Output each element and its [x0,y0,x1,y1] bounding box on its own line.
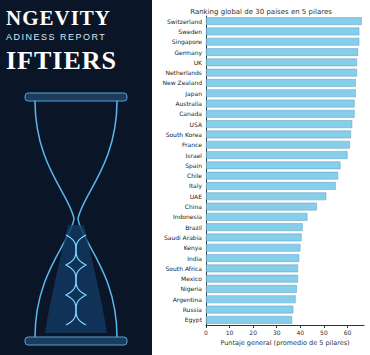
svg-text:New Zealand: New Zealand [163,79,203,86]
svg-text:Italy: Italy [189,182,202,190]
svg-text:0: 0 [204,329,208,336]
svg-text:60: 60 [344,329,352,336]
svg-text:Singapore: Singapore [172,38,203,46]
svg-text:South Africa: South Africa [166,265,203,272]
svg-text:Japan: Japan [184,90,202,98]
html-text:NGEVITY: NGEVITY [6,6,111,30]
svg-text:South Korea: South Korea [166,131,203,138]
svg-text:Indonesia: Indonesia [173,213,202,220]
svg-text:China: China [185,203,202,210]
svg-text:40: 40 [297,329,305,336]
svg-text:Saudi Arabia: Saudi Arabia [164,234,202,241]
svg-text:Australia: Australia [175,100,202,107]
svg-text:Germany: Germany [174,49,202,57]
svg-text:10: 10 [226,329,234,336]
svg-text:UK: UK [194,59,203,66]
svg-text:Mexico: Mexico [181,275,202,282]
svg-text:Canada: Canada [179,110,202,117]
svg-text:Spain: Spain [185,162,202,170]
svg-text:France: France [182,141,202,148]
svg-text:Argentina: Argentina [173,296,203,304]
svg-text:Brazil: Brazil [185,224,202,231]
svg-text:USA: USA [190,121,203,128]
svg-text:Russia: Russia [183,306,203,313]
svg-text:30: 30 [273,329,281,336]
svg-text:UAE: UAE [190,193,202,200]
svg-text:Kenya: Kenya [184,244,203,252]
svg-text:Sweden: Sweden [178,28,202,35]
svg-text:Switzerland: Switzerland [167,18,202,25]
svg-text:Nigeria: Nigeria [181,285,203,293]
svg-text:Netherlands: Netherlands [165,69,202,76]
html-text:ADINESS REPORT: ADINESS REPORT [6,32,107,42]
svg-text:50: 50 [320,329,328,336]
html-text:IFTIERS: IFTIERS [6,46,117,75]
svg-text:20: 20 [249,329,257,336]
svg-text:Chile: Chile [187,172,202,179]
svg-text:Puntaje general (promedio de 5: Puntaje general (promedio de 5 pilares) [220,339,349,347]
svg-text:Egypt: Egypt [185,316,203,324]
svg-text:Israel: Israel [186,152,203,159]
svg-text:India: India [187,255,202,262]
svg-text:Ranking global de 30 países en: Ranking global de 30 países en 5 pilares [190,8,332,16]
